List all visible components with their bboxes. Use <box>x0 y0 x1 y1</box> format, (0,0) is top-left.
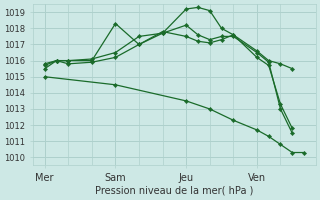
X-axis label: Pression niveau de la mer( hPa ): Pression niveau de la mer( hPa ) <box>95 186 253 196</box>
